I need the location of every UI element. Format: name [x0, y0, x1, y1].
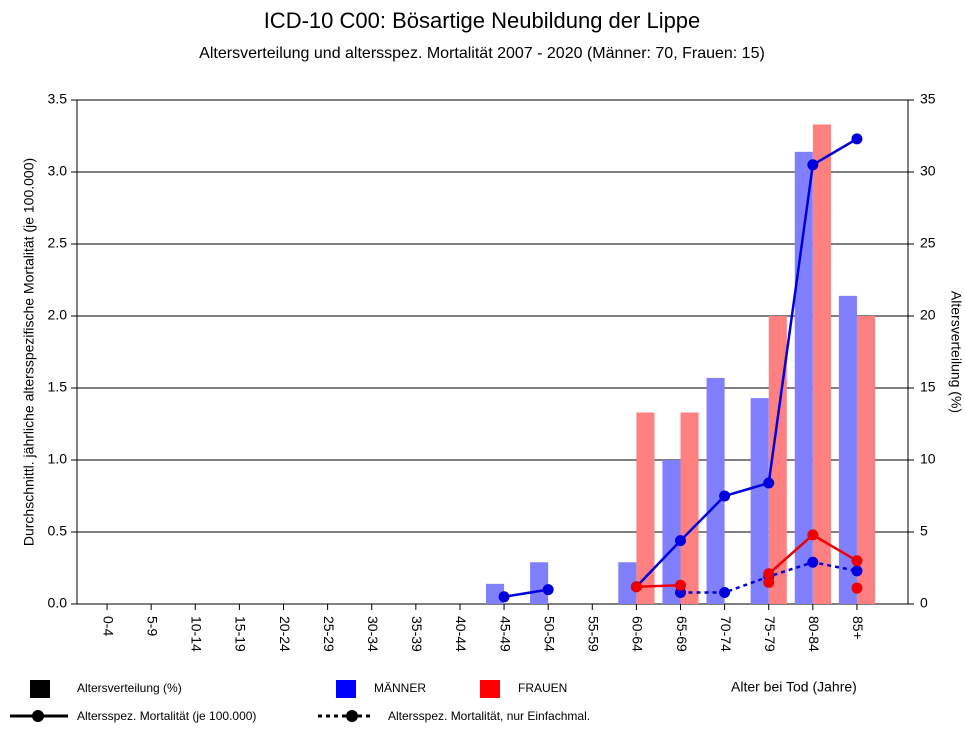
point — [851, 133, 863, 145]
x-tick-label: 10-14 — [189, 616, 205, 652]
legend-label: MÄNNER — [374, 681, 426, 695]
point — [807, 556, 819, 568]
legend-label: FRAUEN — [518, 681, 567, 695]
y-tick-label: 0.0 — [48, 595, 68, 611]
chart-title: ICD-10 C00: Bösartige Neubildung der Lip… — [264, 8, 701, 33]
point — [851, 555, 863, 567]
x-tick-label: 0-4 — [100, 616, 116, 636]
point — [851, 565, 863, 577]
legend-label: Altersspez. Mortalität, nur Einfachmal. — [388, 709, 590, 723]
y2-tick-label: 20 — [920, 307, 936, 323]
y-tick-label: 2.0 — [48, 307, 68, 323]
point — [763, 576, 775, 588]
point — [807, 529, 819, 541]
point — [719, 490, 731, 502]
y2-tick-label: 35 — [920, 91, 936, 107]
bar — [636, 412, 655, 604]
bar — [530, 562, 549, 604]
y-tick-label: 2.5 — [48, 235, 68, 251]
bar — [662, 460, 681, 604]
bar — [618, 562, 637, 604]
x-tick-label: 25-29 — [321, 616, 337, 652]
x-tick-label: 20-24 — [277, 616, 293, 652]
y2-tick-label: 30 — [920, 163, 936, 179]
legend-label: Altersverteilung (%) — [77, 681, 182, 695]
bar — [750, 398, 769, 604]
x-tick-label: 35-39 — [409, 616, 425, 652]
legend-marker — [346, 710, 358, 722]
x-tick-label: 75-79 — [762, 616, 778, 652]
point — [498, 591, 510, 603]
point — [675, 579, 686, 591]
point — [542, 584, 554, 596]
bar — [856, 316, 876, 604]
y-tick-label: 3.5 — [48, 91, 68, 107]
chart-subtitle: Altersverteilung und altersspez. Mortali… — [199, 45, 765, 62]
x-tick-label: 65-69 — [674, 616, 690, 652]
bar — [838, 295, 857, 604]
y-tick-label: 3.0 — [48, 163, 68, 179]
legend-label: Altersspez. Mortalität (je 100.000) — [77, 709, 256, 723]
legend-marker — [32, 710, 44, 722]
point — [807, 159, 819, 171]
x-tick-label: 5-9 — [144, 616, 160, 636]
y-tick-label: 1.5 — [48, 379, 68, 395]
x-tick-label: 30-34 — [365, 616, 381, 652]
x-tick-label: 45-49 — [497, 616, 513, 652]
bar — [680, 412, 699, 604]
point — [675, 535, 686, 547]
y2-tick-label: 25 — [920, 235, 936, 251]
x-tick-label: 80-84 — [806, 616, 822, 652]
legend-swatch — [336, 680, 356, 698]
y-axis-label: Durchschnittl. jährliche altersspezifisc… — [21, 158, 37, 546]
y2-tick-label: 0 — [920, 595, 928, 611]
bar — [706, 377, 725, 604]
point — [630, 581, 642, 593]
x-tick-label: 70-74 — [718, 616, 734, 652]
y-tick-label: 1.0 — [48, 451, 68, 467]
legend-swatch — [480, 680, 500, 698]
x-tick-label: 15-19 — [233, 616, 249, 652]
line — [503, 137, 858, 599]
x-axis-label: Alter bei Tod (Jahre) — [731, 679, 857, 695]
legend-swatch — [30, 680, 50, 698]
point — [763, 568, 775, 580]
x-tick-label: 85+ — [850, 616, 866, 640]
y2-tick-label: 5 — [920, 523, 928, 539]
point — [763, 477, 775, 489]
x-tick-label: 50-54 — [541, 616, 557, 652]
y2-tick-label: 10 — [920, 451, 936, 467]
point — [851, 582, 863, 594]
x-tick-label: 60-64 — [630, 616, 646, 652]
bar — [812, 124, 831, 604]
y-tick-label: 0.5 — [48, 523, 68, 539]
y2-axis-label: Altersverteilung (%) — [948, 291, 964, 413]
y2-tick-label: 15 — [920, 379, 936, 395]
x-tick-label: 55-59 — [586, 616, 602, 652]
point — [719, 586, 731, 598]
x-tick-label: 40-44 — [453, 616, 469, 652]
